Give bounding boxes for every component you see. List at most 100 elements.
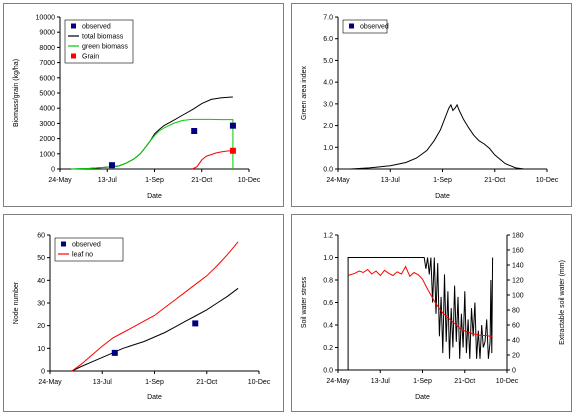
y-tick-label: 0 bbox=[41, 369, 45, 376]
x-axis-label: Date bbox=[147, 193, 162, 200]
legend-observed-label: observed bbox=[360, 24, 389, 31]
y-tick-label: 6.0 bbox=[323, 36, 333, 43]
biomass-chart: 0 1000 2000 3000 4000 5000 6000 7000 8000 9000 100… bbox=[13, 15, 261, 201]
legend-observed-label: observed bbox=[82, 24, 111, 31]
series-0-line bbox=[350, 103, 525, 170]
legend-observed-marker bbox=[71, 23, 76, 29]
y-tick-label: 1000 bbox=[39, 151, 55, 158]
y-tick-label: 4.0 bbox=[323, 80, 333, 87]
y-axis-label: Soil water stress bbox=[301, 276, 308, 328]
y-tick-label: 2000 bbox=[39, 136, 55, 143]
x-tick-label: 1-Sep bbox=[145, 177, 164, 184]
y-axis-label: Node number bbox=[13, 281, 20, 324]
green-biomass-line bbox=[71, 118, 234, 170]
x-tick-label: 13-Jul bbox=[93, 379, 113, 386]
observed-point bbox=[191, 128, 198, 134]
y-tick-label: 60 bbox=[37, 233, 45, 240]
y-tick-label: 0.2 bbox=[323, 345, 333, 352]
y2-tick-label: 40 bbox=[512, 338, 520, 345]
y-tick-label: 7.0 bbox=[323, 15, 333, 22]
x-tick-label: 1-Sep bbox=[433, 177, 452, 184]
y-tick-label: 0.8 bbox=[323, 278, 333, 285]
x-axis-label: Date bbox=[415, 394, 430, 401]
legend-box bbox=[342, 19, 388, 34]
y-tick-label: 1.0 bbox=[323, 255, 333, 262]
y-tick-label: 9000 bbox=[39, 30, 55, 37]
x-tick-label: 1-Sep bbox=[145, 379, 164, 386]
grain-line bbox=[192, 150, 233, 170]
green-area-index-chart: 0.0 1.0 2.0 3.0 4.0 5.0 6.0 7.0 24-May 13-Jul 1-Se… bbox=[301, 15, 559, 201]
y-tick-label: 0.0 bbox=[323, 167, 333, 174]
observed-point bbox=[192, 320, 199, 327]
legend-total-biomass-label: total biomass bbox=[82, 34, 124, 41]
green-area-index-chart-panel: 0.0 1.0 2.0 3.0 4.0 5.0 6.0 7.0 24-May 13-Jul 1-Se… bbox=[291, 3, 572, 207]
soil-water-chart: 0.0 0.2 0.4 0.6 0.8 1.0 1.2 0 20 40 60 80 100 120 140 1… bbox=[301, 233, 566, 402]
y2-tick-label: 80 bbox=[512, 308, 520, 315]
legend-box bbox=[54, 237, 124, 262]
y-tick-label: 0.0 bbox=[323, 368, 333, 375]
legend-observed-marker bbox=[349, 23, 354, 29]
x-axis-label: Date bbox=[435, 193, 450, 200]
node-number-chart: 0 10 20 30 40 50 60 24-May 13-Jul 1-Sep 21-Oct 10-D… bbox=[13, 233, 271, 402]
observed-point bbox=[108, 162, 115, 169]
y-axis-label: Biomass/grain (kg/ha) bbox=[13, 59, 20, 127]
legend-grain-marker bbox=[71, 53, 76, 59]
grain-point bbox=[229, 147, 236, 154]
y-tick-label: 5.0 bbox=[323, 58, 333, 65]
series-0-line bbox=[71, 287, 239, 372]
y-tick-label: 7000 bbox=[39, 60, 55, 67]
legend-box bbox=[64, 19, 134, 64]
legend-leaf-no-label: leaf no bbox=[72, 252, 93, 259]
total-biomass-line bbox=[71, 96, 233, 170]
y-tick-label: 3.0 bbox=[323, 101, 333, 108]
x-tick-label: 10-Dec bbox=[238, 177, 261, 184]
y-tick-label: 3000 bbox=[39, 121, 55, 128]
y2-axis-label: Extractable soil water (mm) bbox=[559, 260, 566, 345]
node-number-chart-panel: 0 10 20 30 40 50 60 24-May 13-Jul 1-Sep 21-Oct 10-D… bbox=[3, 214, 284, 412]
series-0-line bbox=[347, 257, 494, 370]
y-tick-label: 20 bbox=[37, 323, 45, 330]
x-tick-label: 13-Jul bbox=[371, 378, 391, 385]
y-tick-label: 30 bbox=[37, 301, 45, 308]
series-1-line bbox=[347, 265, 493, 337]
y2-tick-label: 160 bbox=[512, 248, 524, 255]
x-tick-label: 1-Sep bbox=[413, 378, 432, 385]
legend-green-biomass-label: green biomass bbox=[82, 44, 128, 51]
y2-tick-label: 60 bbox=[512, 323, 520, 330]
x-tick-label: 13-Jul bbox=[98, 177, 118, 184]
y2-tick-label: 140 bbox=[512, 263, 524, 270]
y-tick-label: 5000 bbox=[39, 91, 55, 98]
y-tick-label: 6000 bbox=[39, 75, 55, 82]
observed-point bbox=[111, 349, 118, 356]
y-tick-label: 1.0 bbox=[323, 145, 333, 152]
y2-tick-label: 120 bbox=[512, 278, 524, 285]
x-tick-label: 21-Oct bbox=[191, 177, 212, 184]
x-tick-label: 21-Oct bbox=[196, 379, 217, 386]
x-tick-label: 24-May bbox=[48, 177, 72, 184]
x-tick-label: 10-Dec bbox=[536, 177, 559, 184]
x-tick-label: 24-May bbox=[38, 379, 62, 386]
x-tick-label: 21-Oct bbox=[484, 177, 505, 184]
y2-tick-label: 180 bbox=[512, 233, 524, 240]
y-tick-label: 10 bbox=[37, 346, 45, 353]
x-axis-label: Date bbox=[147, 394, 162, 401]
legend-observed-label: observed bbox=[72, 242, 101, 249]
x-tick-label: 13-Jul bbox=[381, 177, 401, 184]
x-tick-label: 10-Dec bbox=[496, 378, 519, 385]
y-tick-label: 50 bbox=[37, 255, 45, 262]
y-tick-label: 4000 bbox=[39, 106, 55, 113]
y-tick-label: 1.2 bbox=[323, 233, 333, 240]
y-tick-label: 2.0 bbox=[323, 123, 333, 130]
legend-grain-label: Grain bbox=[82, 54, 99, 61]
y2-tick-label: 0 bbox=[512, 368, 516, 375]
legend-observed-marker bbox=[61, 241, 66, 247]
y-tick-label: 40 bbox=[37, 278, 45, 285]
observed-point bbox=[229, 122, 236, 129]
x-tick-label: 21-Oct bbox=[454, 378, 475, 385]
biomass-chart-panel: 0 1000 2000 3000 4000 5000 6000 7000 8000 9000 100… bbox=[3, 3, 284, 207]
x-tick-label: 24-May bbox=[326, 177, 350, 184]
y-tick-label: 0.6 bbox=[323, 300, 333, 307]
soil-water-chart-panel: 0.0 0.2 0.4 0.6 0.8 1.0 1.2 0 20 40 60 80 100 120 140 1… bbox=[291, 214, 572, 412]
y-tick-label: 0 bbox=[51, 167, 55, 174]
y-tick-label: 8000 bbox=[39, 45, 55, 52]
